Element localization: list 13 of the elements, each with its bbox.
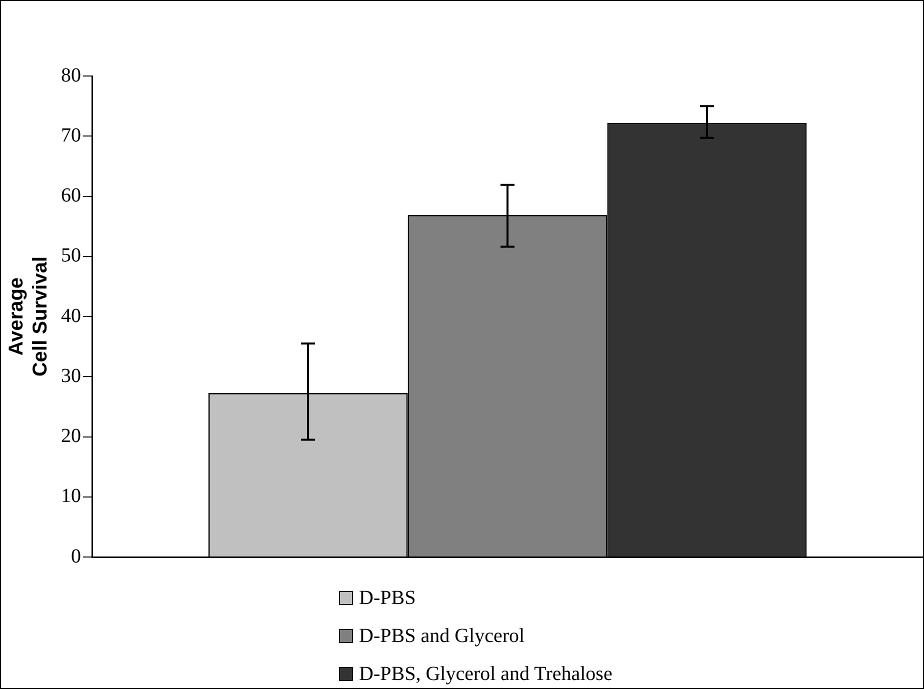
y-tick-label: 70 — [61, 124, 81, 146]
y-tick-label: 10 — [61, 485, 81, 508]
y-tick-label: 60 — [61, 184, 81, 206]
legend-label: D-PBS — [359, 586, 416, 610]
legend-label: D-PBS and Glycerol — [359, 624, 525, 648]
y-tick-label: 80 — [61, 64, 81, 86]
y-tick-label: 0 — [71, 545, 81, 568]
y-tick-label: 50 — [61, 244, 81, 267]
y-tick-label: 30 — [61, 364, 81, 387]
legend-label: D-PBS, Glycerol and Trehalose — [359, 662, 612, 686]
y-axis-title: Average Cell Survival — [6, 256, 52, 377]
y-tick-label: 20 — [61, 425, 81, 447]
y-tick-label: 40 — [61, 304, 81, 327]
